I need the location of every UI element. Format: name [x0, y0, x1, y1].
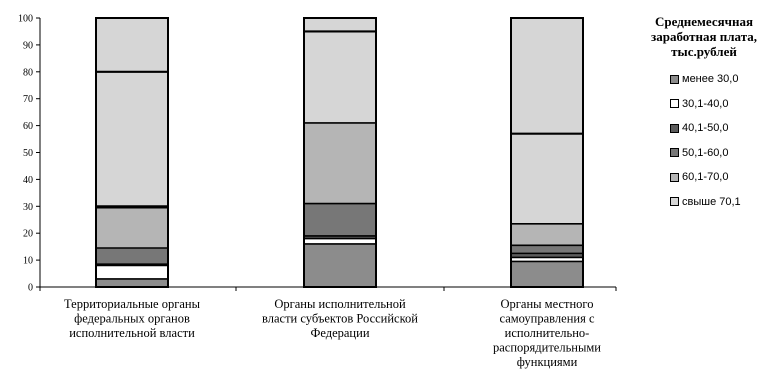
category-label: исполнительной власти	[69, 326, 195, 340]
bar-outline	[303, 17, 377, 288]
legend-label: свыше 70,1	[682, 195, 741, 208]
legend: Среднемесячная заработная плата, тыс.руб…	[638, 14, 770, 214]
category-label: Федерации	[310, 326, 369, 340]
category-label: исполнительно-	[505, 326, 590, 340]
legend-item: менее 30,0	[638, 67, 770, 92]
y-tick-label: 10	[23, 256, 33, 267]
y-tick-label: 100	[18, 14, 33, 25]
bar-segment	[511, 253, 583, 258]
y-tick-label: 30	[23, 202, 33, 213]
legend-swatch	[670, 99, 679, 109]
category-label: самоуправления с	[500, 312, 595, 326]
bar-segment	[511, 18, 583, 224]
legend-label: менее 30,0	[682, 73, 739, 86]
y-tick-label: 20	[23, 229, 33, 240]
bar-segment	[304, 122, 376, 204]
legend-item: 60,1-70,0	[638, 165, 770, 190]
bar-segment	[96, 18, 168, 208]
bar-segment	[511, 261, 583, 287]
legend-item: 50,1-60,0	[638, 141, 770, 166]
bar-outline	[95, 17, 169, 288]
bar-segment	[304, 243, 376, 287]
category-label: Органы исполнительной	[274, 297, 406, 311]
bar-segment	[304, 203, 376, 236]
category-label: Органы местного	[501, 297, 594, 311]
legend-label: 40,1-50,0	[682, 122, 729, 135]
legend-label: 60,1-70,0	[682, 171, 729, 184]
stacked-bar-chart: 0 10 20 30 40 50 60 70 80 90 100 Территориальные ор…	[18, 14, 617, 369]
category-label: федеральных органов	[74, 312, 190, 326]
legend-swatch	[670, 197, 679, 207]
legend-swatch	[670, 74, 679, 84]
bar-segment	[96, 265, 168, 279]
bar-outline	[510, 17, 584, 288]
category-label: распорядительными	[493, 341, 601, 355]
y-tick-label: 80	[23, 67, 33, 78]
y-tick-label: 60	[23, 121, 33, 132]
bar-segment	[304, 235, 376, 239]
category-label: власти субъектов Российской	[262, 312, 418, 326]
legend-swatch	[670, 148, 679, 158]
y-tick-label: 90	[23, 40, 33, 51]
legend-item: свыше 70,1	[638, 190, 770, 215]
legend-label: 30,1-40,0	[682, 97, 729, 110]
bar-segment	[511, 245, 583, 254]
legend-label: 50,1-60,0	[682, 146, 729, 159]
bar-segment	[511, 257, 583, 262]
bar-segment	[511, 223, 583, 246]
bar-segment	[304, 18, 376, 123]
y-tick-label: 70	[23, 94, 33, 105]
bar-segment	[96, 207, 168, 248]
legend-item: 30,1-40,0	[638, 92, 770, 117]
category-label: функциями	[517, 355, 578, 369]
bar-segment	[96, 278, 168, 287]
y-tick-label: 0	[28, 283, 33, 294]
legend-title: Среднемесячная заработная плата, тыс.руб…	[650, 14, 757, 59]
legend-swatch	[670, 123, 679, 133]
legend-item: 40,1-50,0	[638, 116, 770, 141]
category-label: Территориальные органы	[64, 297, 201, 311]
bar-segment	[304, 238, 376, 244]
y-tick-label: 50	[23, 148, 33, 159]
bar-segment	[96, 247, 168, 265]
legend-swatch	[670, 172, 679, 182]
y-tick-label: 40	[23, 175, 33, 186]
